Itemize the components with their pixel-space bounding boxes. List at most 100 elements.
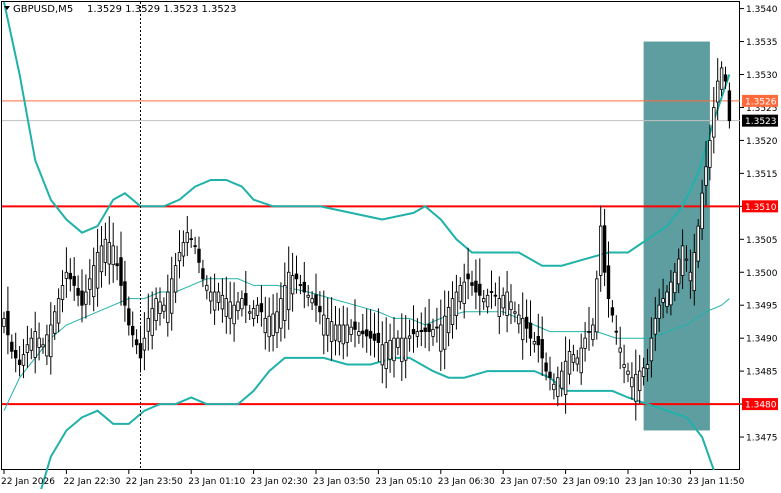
candle-body (21, 354, 26, 366)
candle (84, 274, 88, 319)
candle-body (567, 350, 572, 375)
candle-body (419, 329, 423, 332)
candle (275, 292, 279, 348)
candle (466, 247, 470, 300)
candle (150, 291, 154, 350)
candle (403, 315, 408, 379)
chart-header: GBPUSD,M5 1.3529 1.3529 1.3523 1.3523 (4, 4, 237, 15)
candle-body (181, 242, 186, 257)
candle (181, 230, 186, 267)
candle-body (349, 326, 353, 335)
candle-body (466, 273, 470, 280)
candle-body (403, 337, 408, 361)
candle-body (290, 275, 295, 295)
candle (279, 282, 283, 342)
candle (665, 285, 669, 314)
dropdown-triangle-icon[interactable] (4, 6, 10, 10)
candle (123, 260, 127, 322)
candle-body (423, 327, 427, 332)
candle-body (474, 280, 478, 293)
candle-body (255, 304, 260, 316)
candle (142, 312, 147, 371)
candle-body (169, 278, 174, 314)
plot-frame (1, 1, 740, 470)
y-tick-label: 1.3525 (746, 104, 778, 114)
candle-body (700, 192, 704, 230)
y-tick-label: 1.3520 (746, 137, 778, 147)
candle (396, 330, 400, 356)
candle-body (345, 324, 349, 343)
candle (712, 87, 716, 154)
candle (560, 361, 564, 397)
candle (595, 270, 599, 340)
candle (481, 289, 486, 310)
y-tick-label: 1.3485 (746, 368, 778, 378)
candle-body (244, 293, 248, 306)
candle (283, 262, 287, 339)
candle-body (275, 311, 279, 334)
candle-body (111, 245, 115, 266)
candle (579, 333, 583, 385)
candle-body (64, 271, 69, 279)
candle (532, 332, 537, 353)
candle (357, 322, 361, 344)
candle-body (103, 238, 108, 263)
candle-body (388, 339, 392, 360)
candle (255, 297, 260, 324)
candle-body (415, 331, 420, 337)
candle-body (220, 294, 225, 310)
candle-body (294, 273, 299, 280)
candle (259, 285, 264, 327)
candle-body (680, 245, 685, 276)
candle-body (205, 285, 209, 291)
candle (439, 299, 443, 371)
candle-body (392, 337, 396, 362)
candle (107, 216, 111, 285)
candle-body (528, 322, 533, 339)
candle (485, 288, 490, 314)
candle-body (524, 316, 529, 329)
candle-body (162, 304, 166, 312)
candle (56, 288, 61, 333)
candle-body (602, 225, 607, 273)
candle-body (556, 377, 560, 397)
candle-body (587, 331, 591, 333)
candle (341, 305, 345, 360)
candle (614, 315, 618, 345)
price-tag-bg (742, 200, 778, 213)
price-tag-bg (742, 398, 778, 411)
candle-body (470, 282, 474, 286)
candle (49, 302, 53, 375)
candle (606, 241, 611, 318)
candle (325, 297, 330, 352)
candle-body (372, 333, 377, 341)
candle-body (384, 342, 388, 369)
candle (95, 228, 100, 307)
candle (130, 311, 135, 348)
candle (692, 233, 696, 306)
candle (407, 319, 412, 352)
candle (333, 306, 338, 356)
candle-body (33, 331, 37, 358)
candle (688, 249, 693, 299)
candle (201, 259, 205, 288)
candle (162, 297, 166, 319)
candle (536, 313, 540, 363)
candle-body (462, 281, 466, 304)
candle-body (591, 324, 595, 340)
candle-body (684, 258, 689, 261)
candle (185, 215, 189, 257)
candle (92, 247, 96, 312)
candle-body (80, 290, 84, 306)
candle (115, 245, 119, 281)
candle-body (563, 360, 568, 395)
candle-body (458, 285, 462, 303)
candle (306, 285, 310, 307)
candle (294, 255, 299, 294)
candle (478, 258, 482, 316)
candle (427, 298, 431, 352)
candle (501, 287, 505, 316)
candle (376, 308, 381, 362)
